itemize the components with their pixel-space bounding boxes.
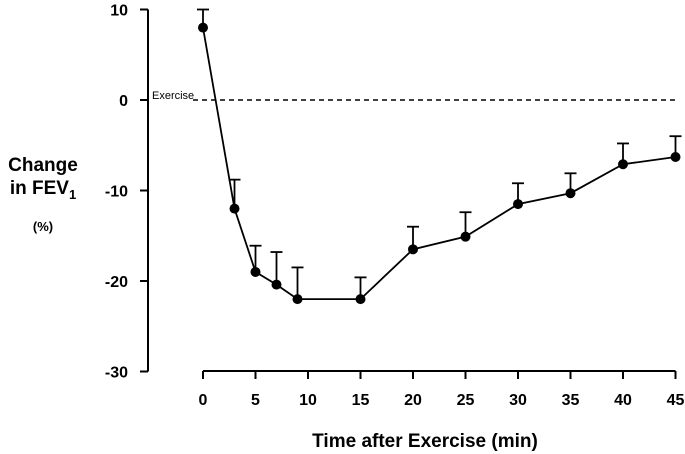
y-tick-label: -20	[105, 274, 128, 291]
data-point	[408, 244, 418, 255]
y-axis-label-units: (%)	[32, 219, 54, 234]
data-point	[198, 22, 208, 33]
data-point	[460, 231, 471, 242]
y-tick-label: -10	[105, 184, 128, 201]
y-tick-label: -30	[105, 365, 128, 382]
x-ticks: 0 5 10 15 20 25 30 35 40 45	[199, 371, 685, 409]
x-tick-label: 0	[199, 392, 208, 409]
data-point	[670, 152, 681, 163]
y-tick-label: 10	[110, 3, 128, 20]
series-line	[202, 27, 676, 301]
reference-line-group: Exercise	[152, 90, 676, 102]
y-axis-label-line1: Change	[8, 155, 78, 176]
y-axis-label-line2: in FEV1	[0, 178, 86, 202]
y-ticks: 10 0 -10 -20 -30	[105, 3, 148, 382]
x-tick-label: 25	[457, 392, 475, 409]
y-tick-label: 0	[119, 93, 128, 110]
x-tick-label: 35	[562, 392, 580, 409]
error-bars	[197, 8, 682, 300]
data-point	[513, 199, 523, 210]
data-point	[565, 188, 576, 199]
data-point	[250, 266, 261, 277]
x-tick-label: 30	[509, 392, 527, 409]
data-point	[355, 294, 366, 305]
x-axis-label: Time after Exercise (min)	[312, 431, 538, 452]
data-point	[618, 159, 628, 170]
data-point	[229, 203, 240, 214]
x-tick-label: 15	[352, 392, 370, 409]
x-tick-label: 10	[299, 392, 317, 409]
axes	[147, 9, 676, 372]
series-group	[198, 22, 681, 305]
x-tick-label: 45	[667, 392, 685, 409]
y-axis-label-fev: in FEV	[9, 178, 69, 199]
x-tick-label: 20	[404, 392, 422, 409]
exercise-label: Exercise	[152, 90, 194, 102]
data-point	[292, 294, 303, 305]
x-tick-label: 40	[614, 392, 632, 409]
y-axis-label-subscript: 1	[68, 187, 77, 202]
x-tick-label: 5	[251, 392, 260, 409]
data-point	[271, 279, 282, 290]
